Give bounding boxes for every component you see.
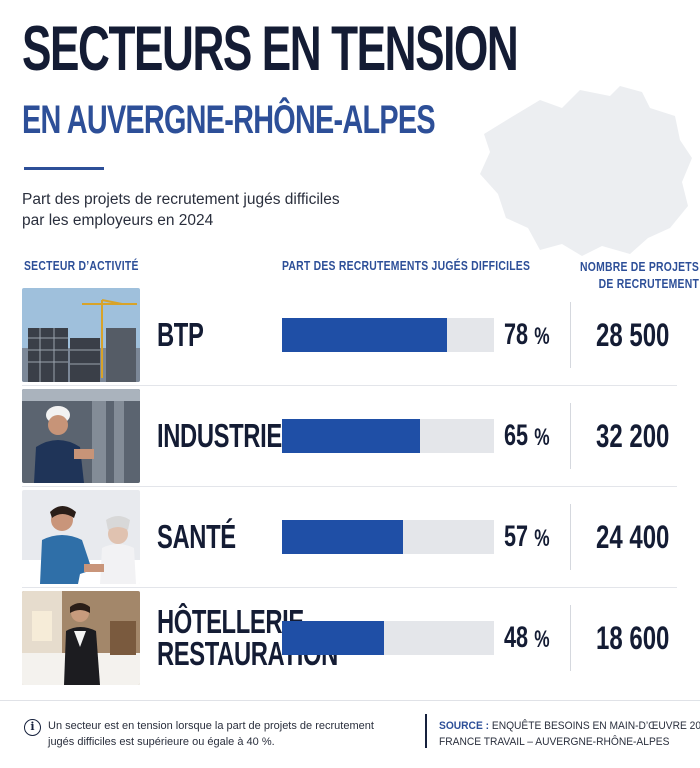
bar-track: [282, 621, 494, 655]
column-header-sector: SECTEUR D’ACTIVITÉ: [24, 258, 139, 273]
sector-label: INDUSTRIE: [157, 417, 282, 454]
title-underline: [24, 167, 104, 170]
value-label: 78 %: [504, 318, 550, 354]
value-number: 78: [504, 318, 529, 351]
bar: [282, 419, 420, 453]
column-divider: [570, 605, 571, 671]
footer-source-line-1: SOURCE : ENQUÊTE BESOINS EN MAIN-D’ŒUVRE…: [439, 718, 700, 734]
footer-divider: [0, 700, 700, 701]
column-header-count-line-1: NOMBRE DE PROJETS: [580, 259, 700, 274]
chart-description: Part des projets de recrutement jugés di…: [22, 189, 402, 231]
description-line-1: Part des projets de recrutement jugés di…: [22, 191, 340, 208]
value-number: 57: [504, 520, 529, 553]
construction-site-photo: [22, 288, 140, 382]
value-number: 65: [504, 419, 529, 452]
recruitment-count: 32 200: [596, 418, 670, 454]
footer-note-line-2: jugés difficiles est supérieure ou égale…: [48, 736, 275, 748]
value-unit: %: [529, 525, 550, 552]
value-label: 48 %: [504, 621, 550, 657]
description-line-2: par les employeurs en 2024: [22, 212, 214, 229]
sector-row: BTP 78 % 28 500: [22, 288, 677, 386]
source-text-1: ENQUÊTE BESOINS EN MAIN-D’ŒUVRE 2024: [491, 720, 700, 732]
healthcare-nurse-photo: [22, 490, 140, 584]
info-icon: i: [24, 719, 41, 736]
bar-track: [282, 318, 494, 352]
value-number: 48: [504, 621, 529, 654]
sector-row: HÔTELLERIE RESTAURATION 48 % 18 600: [22, 591, 677, 689]
sector-row: INDUSTRIE 65 % 32 200: [22, 389, 677, 487]
sector-label: BTP: [157, 316, 204, 353]
column-divider: [570, 302, 571, 368]
region-map-silhouette: [480, 86, 692, 256]
footer-note: Un secteur est en tension lorsque la par…: [48, 718, 378, 750]
value-unit: %: [529, 323, 550, 350]
bar: [282, 621, 384, 655]
page-subtitle: EN AUVERGNE-RHÔNE-ALPES: [22, 98, 436, 142]
bar: [282, 318, 448, 352]
row-separator: [22, 587, 677, 588]
bar-track: [282, 520, 494, 554]
sector-label: SANTÉ: [157, 518, 236, 555]
value-unit: %: [529, 424, 550, 451]
column-header-share: PART DES RECRUTEMENTS JUGÉS DIFFICILES: [282, 258, 531, 273]
bar-track: [282, 419, 494, 453]
footer-source-rule: [425, 714, 427, 748]
page-title: SECTEURS EN TENSION: [22, 14, 519, 84]
footer-note-line-1: Un secteur est en tension lorsque la par…: [48, 720, 374, 732]
value-label: 65 %: [504, 419, 550, 455]
row-separator: [22, 486, 677, 487]
bar: [282, 520, 403, 554]
hotel-housekeeping-photo: [22, 591, 140, 685]
row-separator: [22, 385, 677, 386]
value-label: 57 %: [504, 520, 550, 556]
recruitment-count: 28 500: [596, 317, 670, 353]
column-divider: [570, 504, 571, 570]
footer-source: SOURCE : ENQUÊTE BESOINS EN MAIN-D’ŒUVRE…: [439, 718, 700, 750]
column-divider: [570, 403, 571, 469]
column-header-count-line-2: DE RECRUTEMENT: [598, 276, 700, 291]
recruitment-count: 18 600: [596, 620, 670, 656]
source-label: SOURCE :: [439, 720, 490, 732]
value-unit: %: [529, 626, 550, 653]
footer-source-line-2: FRANCE TRAVAIL – AUVERGNE-RHÔNE-ALPES: [439, 736, 670, 748]
industry-worker-photo: [22, 389, 140, 483]
recruitment-count: 24 400: [596, 519, 670, 555]
column-header-count: NOMBRE DE PROJETS DE RECRUTEMENT: [580, 258, 699, 292]
sector-row: SANTÉ 57 % 24 400: [22, 490, 677, 588]
